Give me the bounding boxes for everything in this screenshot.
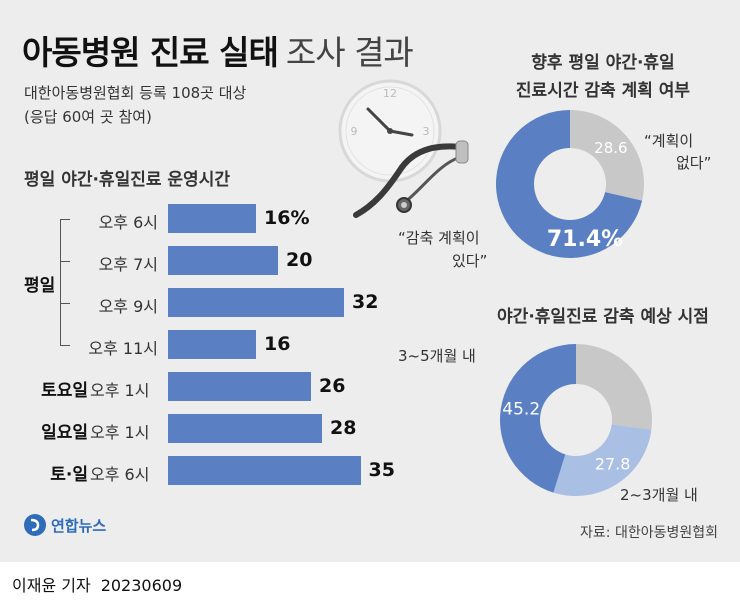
donut-slice [576,344,652,430]
donut-value-label: 28.6 [594,139,627,157]
bar-group-label: 토·일 [50,465,88,485]
reduction-plan-donut-chart: 28.6 71.4% [496,110,644,258]
clock-stethoscope-illustration: 12 3 9 [338,79,469,218]
donut1-plan-label-line2: 있다” [452,252,488,270]
donut-value-label: 27.8 [595,455,631,474]
infographic-panel: 아동병원 진료 실태 조사 결과 대한아동병원협회 등록 108곳 대상 (응답 … [0,0,740,562]
donut2-title: 야간·휴일진료 감축 예상 시점 [497,307,709,327]
yonhap-logo-mark-icon [24,514,46,536]
subtitle-line2: (응답 60여 곳 참여) [24,108,152,126]
donut2-label-2to3: 2~3개월 내 [620,486,698,504]
donut1-plan-label-line1: “감축 계획이 [398,229,480,247]
bar-value-label: 26 [319,375,346,397]
bar-group-label: 평일 [24,275,56,296]
bar [168,372,311,401]
donut1-title-line1: 향후 평일 야간·휴일 [531,53,675,73]
bar [168,414,322,443]
bracket-tick [60,344,70,346]
donut-slice [500,344,576,493]
bracket-tick [60,218,70,220]
bar-label: 오후 6시 [98,213,158,232]
bar-label: 오후 6시 [90,465,150,484]
bar-value-label: 32 [352,291,379,313]
donut-value-label: 71.4% [547,227,623,252]
donut-value-label: 45.2 [502,399,540,419]
svg-text:12: 12 [383,87,397,100]
yonhap-logo: 연합뉴스 [24,514,106,536]
bar [168,330,256,359]
donut1-no-plan-label-line2: 없다” [676,154,712,172]
bar-label: 오후 1시 [90,381,150,400]
bar-label: 오후 1시 [90,423,150,442]
bar-label: 오후 7시 [98,255,158,274]
bar-value-label: 35 [368,459,395,481]
bar-label: 오후 9시 [98,297,158,316]
donut2-label-3to5: 3~5개월 내 [398,347,476,365]
donut1-title-line2: 진료시간 감축 계획 여부 [515,81,691,101]
bracket-tick [60,260,70,262]
publish-date: 20230609 [100,576,183,595]
bar-value-label: 28 [330,417,357,439]
source-credit: 자료: 대한아동병원협회 [580,525,718,541]
bar-value-label: 16 [264,333,291,355]
donut1-no-plan-label-line1: “계획이 [644,132,694,150]
donut-slice [553,424,652,496]
reduction-timing-donut-chart: 27.8 45.2 [500,344,652,496]
svg-text:3: 3 [423,125,430,138]
svg-text:9: 9 [351,125,358,138]
page-title: 아동병원 진료 실태 조사 결과 [22,33,414,72]
donut-slice [496,110,643,258]
bar [168,204,256,233]
bar-value-label: 16% [264,207,310,229]
bar [168,456,361,485]
bar-label: 오후 11시 [88,339,158,358]
byline: 이재윤 기자 20230609 [12,572,182,596]
bar-group-label: 토요일 [41,381,88,401]
bar [168,246,278,275]
donut-slice [570,110,644,201]
weekday-bracket [60,218,61,345]
reporter-name: 이재윤 기자 [12,576,91,595]
bar-value-label: 20 [286,249,313,271]
bar [168,288,344,317]
bar-group-label: 일요일 [41,423,88,443]
bar-chart-title: 평일 야간·휴일진료 운영시간 [24,170,230,190]
bracket-tick [60,302,70,304]
subtitle-line1: 대한아동병원협회 등록 108곳 대상 [24,84,247,102]
